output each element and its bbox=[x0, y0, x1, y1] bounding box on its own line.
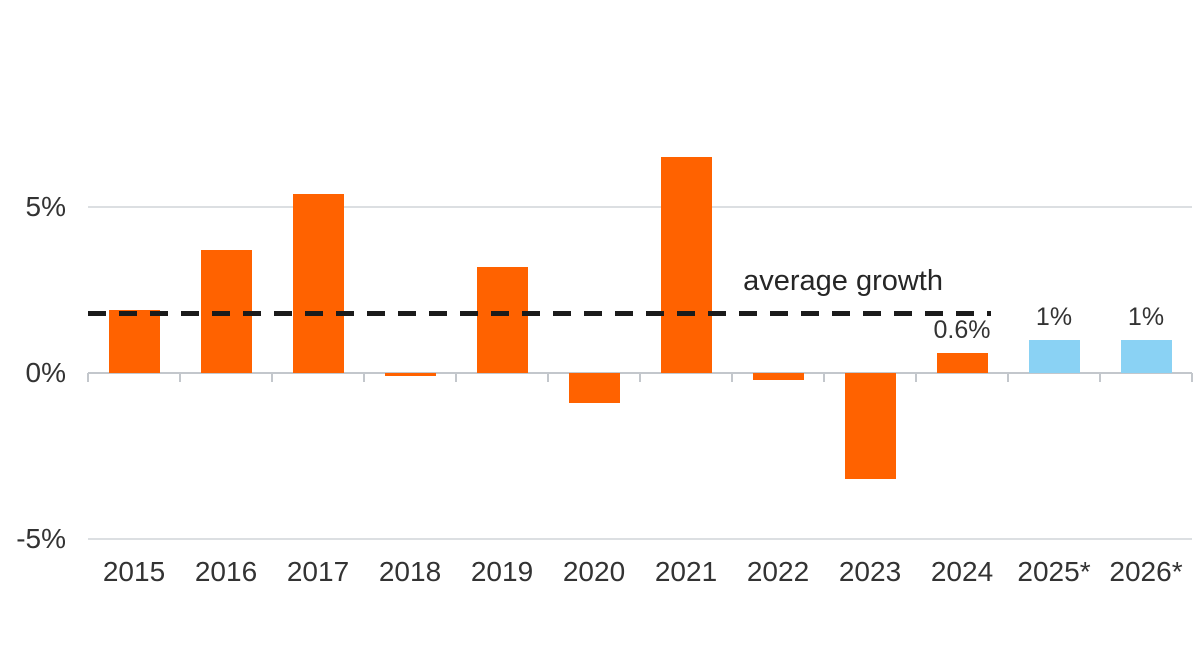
y-tick-label-5%: 5% bbox=[25, 191, 66, 222]
x-axis-tick bbox=[87, 373, 89, 382]
x-tick-label-2018: 2018 bbox=[378, 556, 442, 587]
x-tick-label-2025*: 2025* bbox=[1017, 556, 1091, 587]
bar-2015 bbox=[108, 309, 160, 373]
bar-2021 bbox=[660, 157, 712, 373]
x-axis-tick bbox=[363, 373, 365, 382]
bar-2019 bbox=[476, 266, 528, 373]
gridline-5% bbox=[88, 206, 1192, 208]
x-axis-tick bbox=[915, 373, 917, 382]
data-label-2025*: 1% bbox=[1035, 302, 1073, 331]
x-tick-label-2023: 2023 bbox=[838, 556, 902, 587]
x-tick-label-2015: 2015 bbox=[102, 556, 166, 587]
gridline--5% bbox=[88, 538, 1192, 540]
x-tick-label-2016: 2016 bbox=[194, 556, 258, 587]
x-axis-tick bbox=[1099, 373, 1101, 382]
average-growth-line bbox=[88, 311, 991, 317]
x-tick-label-2024: 2024 bbox=[930, 556, 994, 587]
bar-2022 bbox=[752, 373, 804, 380]
bar-2018 bbox=[384, 373, 436, 377]
x-tick-label-2026*: 2026* bbox=[1109, 556, 1183, 587]
x-axis-tick bbox=[455, 373, 457, 382]
x-axis-tick bbox=[1191, 373, 1193, 382]
x-axis-tick bbox=[271, 373, 273, 382]
x-axis-tick bbox=[547, 373, 549, 382]
y-tick-label-0%: 0% bbox=[25, 357, 66, 388]
x-tick-label-2021: 2021 bbox=[654, 556, 718, 587]
x-axis-tick bbox=[179, 373, 181, 382]
y-tick-label--5%: -5% bbox=[16, 523, 66, 554]
bar-2026* bbox=[1120, 339, 1172, 373]
data-label-2026*: 1% bbox=[1127, 302, 1165, 331]
bar-2020 bbox=[568, 373, 620, 403]
average-growth-label: average growth bbox=[743, 265, 943, 297]
bar-2024 bbox=[936, 353, 988, 373]
x-tick-label-2020: 2020 bbox=[562, 556, 626, 587]
x-tick-label-2022: 2022 bbox=[746, 556, 810, 587]
x-axis-tick bbox=[823, 373, 825, 382]
x-axis-tick bbox=[639, 373, 641, 382]
bar-2017 bbox=[292, 193, 344, 373]
data-label-2024: 0.6% bbox=[933, 316, 991, 345]
bar-2025* bbox=[1028, 339, 1080, 373]
x-tick-label-2019: 2019 bbox=[470, 556, 534, 587]
x-axis-tick bbox=[1007, 373, 1009, 382]
x-axis-tick bbox=[731, 373, 733, 382]
bar-2023 bbox=[844, 373, 896, 480]
x-tick-label-2017: 2017 bbox=[286, 556, 350, 587]
